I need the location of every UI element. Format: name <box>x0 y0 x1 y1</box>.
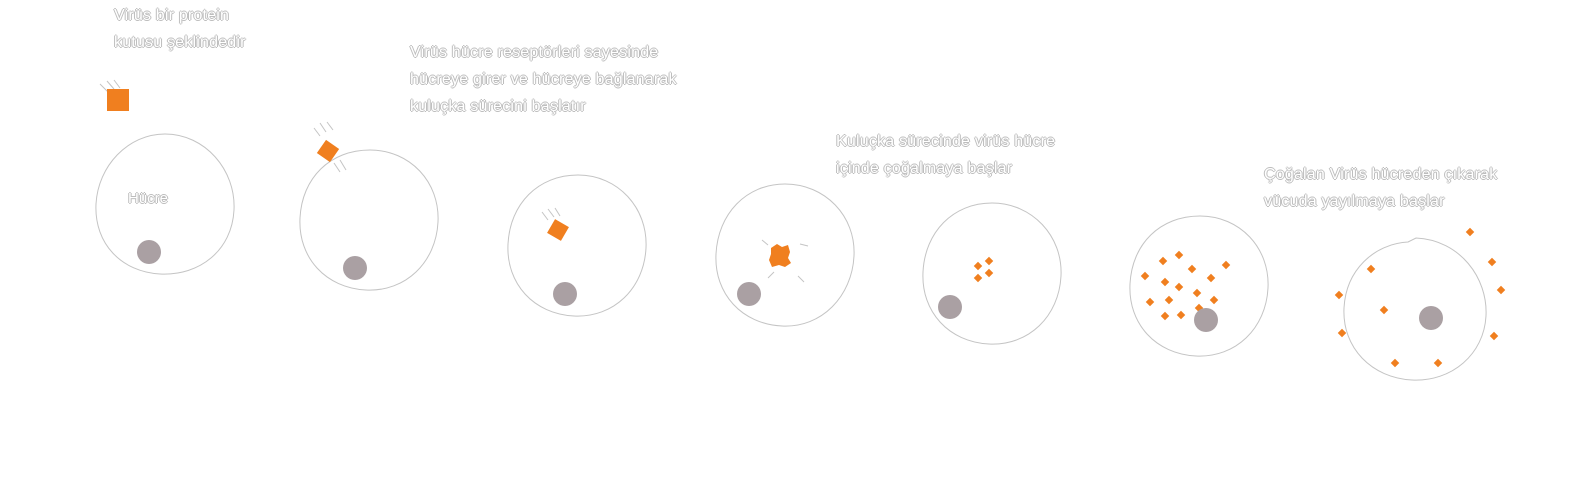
virus-icon <box>547 219 569 241</box>
motion-lines-icon <box>99 79 121 93</box>
virus-icon <box>1366 264 1376 274</box>
caption-spreading: Çoğalan Virüs hücreden çıkarak vücuda ya… <box>1264 166 1498 210</box>
virus-group <box>1334 227 1506 368</box>
stage-3-virus-inside <box>507 174 647 317</box>
virus-icon <box>1337 328 1347 338</box>
nucleus-icon <box>343 256 367 280</box>
nucleus-icon <box>1419 306 1443 330</box>
cell-membrane <box>1129 215 1269 357</box>
stage-7-spreading <box>1334 227 1506 381</box>
virus-icon <box>769 244 791 267</box>
nucleus-icon <box>137 240 161 264</box>
virus-group <box>973 256 994 283</box>
virus-icon <box>1379 305 1389 315</box>
virus-icon <box>1489 331 1499 341</box>
motion-lines-icon <box>761 239 809 283</box>
nucleus-icon <box>938 295 962 319</box>
virus-icon <box>973 261 983 271</box>
caption-virus-entry: Virüs hücre reseptörleri sayesinde hücre… <box>410 44 677 115</box>
motion-lines-icon <box>313 121 347 173</box>
virus-icon <box>984 268 994 278</box>
stage-1-virus-outside <box>95 79 235 275</box>
virus-icon <box>316 139 340 163</box>
nucleus-icon <box>1194 308 1218 332</box>
nucleus-icon <box>553 282 577 306</box>
virus-icon <box>1164 295 1174 305</box>
virus-icon <box>1160 277 1170 287</box>
virus-icon <box>1174 282 1184 292</box>
virus-icon <box>1334 290 1344 300</box>
virus-icon <box>1187 264 1197 274</box>
virus-icon <box>1433 358 1443 368</box>
cell-membrane <box>1343 237 1487 381</box>
virus-icon <box>1192 288 1202 298</box>
cell-label: Hücre <box>128 190 169 207</box>
virus-icon <box>1465 227 1475 237</box>
virus-icon <box>1140 271 1150 281</box>
virus-icon <box>973 273 983 283</box>
virus-icon <box>1206 273 1216 283</box>
cell-membrane <box>299 149 439 291</box>
virus-icon <box>1487 257 1497 267</box>
cell-membrane <box>95 133 235 275</box>
cell-membrane <box>507 174 647 317</box>
caption-incubation: Kuluçka sürecinde virüs hücre içinde çoğ… <box>836 133 1056 177</box>
virus-icon <box>1221 260 1231 270</box>
cell-membrane <box>922 202 1062 345</box>
cell-membrane <box>715 183 855 327</box>
stage-2-virus-attaching <box>299 121 439 291</box>
virus-icon <box>1145 297 1155 307</box>
motion-lines-icon <box>541 207 561 221</box>
virus-icon <box>1174 250 1184 260</box>
virus-group <box>1140 250 1231 321</box>
virus-icon <box>1176 310 1186 320</box>
nucleus-icon <box>737 282 761 306</box>
virus-icon <box>984 256 994 266</box>
virus-icon <box>1160 311 1170 321</box>
stage-5-replication-start <box>922 202 1062 345</box>
stage-4-incubation <box>715 183 855 327</box>
caption-virus-protein-box: Virüs bir protein kutusu şeklindedir <box>114 7 246 51</box>
stage-6-replication-full <box>1129 215 1269 357</box>
virus-icon <box>1158 256 1168 266</box>
virus-icon <box>1209 295 1219 305</box>
virus-icon <box>1390 358 1400 368</box>
virus-icon <box>107 89 129 111</box>
virus-icon <box>1496 285 1506 295</box>
